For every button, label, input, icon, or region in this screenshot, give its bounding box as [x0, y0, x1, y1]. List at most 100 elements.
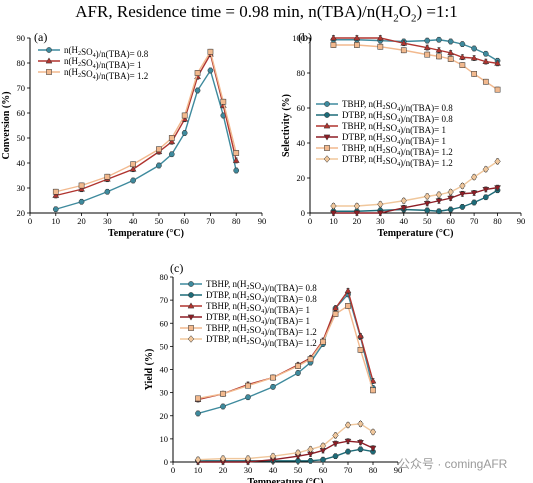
chart-panel-b: 0 10 20 30 40 50 60 70 80 90 0 20 40 60 80 100 Temperatu…	[281, 30, 525, 239]
legend-marker	[187, 314, 195, 321]
legend-marker	[45, 57, 53, 64]
data-point	[244, 454, 252, 463]
y-tick-label: 30	[160, 388, 169, 398]
y-tick-label: 40	[17, 158, 26, 168]
data-point	[78, 185, 85, 192]
legend-label: DTBP, n(H2SO4)/n(TBA)= 1.2	[206, 334, 317, 348]
legend-label: n(H2SO4)/n(TBA)= 1.2	[64, 67, 148, 81]
data-point	[400, 47, 407, 54]
legend-marker	[323, 122, 331, 129]
legend-label: n(H2SO4)/n(TBA)= 1	[64, 56, 141, 70]
data-point	[424, 192, 431, 201]
data-point	[220, 403, 226, 410]
legend: TBHP, n(H2SO4)/n(TBA)= 0.8 DTBP, n(H2SO4)…	[180, 279, 317, 348]
data-point	[470, 54, 478, 61]
y-tick-label: 50	[160, 341, 169, 351]
x-tick-label: 20	[219, 465, 228, 475]
data-point	[78, 198, 85, 205]
data-point	[459, 62, 466, 68]
x-tick-label: 40	[269, 465, 278, 475]
series	[330, 42, 501, 93]
data-point	[307, 457, 314, 464]
data-point	[494, 86, 501, 93]
y-tick-label: 60	[160, 318, 169, 328]
y-tick-label: 40	[297, 138, 306, 148]
data-point	[104, 173, 111, 180]
data-point	[353, 202, 361, 210]
data-point	[307, 445, 314, 454]
y-axis-title: Selectivity (%)	[281, 94, 292, 157]
data-point	[482, 187, 490, 193]
data-point	[233, 150, 240, 156]
y-tick-label: 90	[17, 33, 26, 43]
legend-label: DTBP, n(H2SO4)/n(TBA)= 1.2	[342, 154, 453, 168]
data-point	[78, 182, 85, 189]
y-tick-label: 70	[17, 83, 26, 93]
data-point	[376, 34, 384, 41]
data-point	[332, 431, 339, 440]
legend-marker	[324, 112, 330, 118]
data-point	[104, 188, 111, 195]
data-point	[435, 190, 443, 199]
figure-title: AFR, Residence time = 0.98 min, n(TBA)/n…	[75, 2, 458, 25]
data-point	[207, 48, 214, 55]
data-point	[357, 332, 364, 339]
data-point	[376, 210, 384, 217]
data-point	[295, 370, 301, 376]
x-tick-label: 10	[52, 216, 61, 226]
data-point	[130, 161, 136, 168]
data-point	[494, 59, 501, 66]
x-tick-label: 30	[244, 465, 253, 475]
legend-marker	[187, 302, 195, 309]
data-point	[345, 448, 351, 455]
data-point	[344, 287, 352, 294]
data-point	[400, 205, 408, 212]
x-tick-label: 60	[319, 465, 328, 475]
data-point	[482, 58, 490, 64]
data-point	[482, 78, 489, 85]
x-tick-label: 70	[206, 216, 215, 226]
data-point	[233, 167, 240, 174]
data-point	[156, 146, 162, 153]
data-point	[156, 162, 162, 169]
data-point	[400, 196, 407, 205]
data-point	[424, 37, 431, 44]
panel-label: (a)	[34, 30, 47, 44]
data-point	[369, 428, 377, 436]
data-point	[344, 438, 352, 445]
y-tick-label: 40	[160, 365, 169, 375]
legend-label: TBHP, n(H2SO4)/n(TBA)= 0.8	[206, 279, 317, 293]
y-tick-label: 60	[17, 108, 26, 118]
y-tick-label: 10	[160, 434, 169, 444]
data-point	[482, 194, 489, 201]
data-point	[220, 390, 226, 397]
y-tick-label: 30	[17, 183, 26, 193]
data-point	[458, 191, 466, 198]
x-tick-label: 70	[470, 216, 479, 226]
legend-label: DTBP, n(H2SO4)/n(TBA)= 1	[206, 312, 310, 326]
data-point	[320, 456, 326, 463]
data-point	[52, 188, 59, 195]
data-point	[330, 202, 337, 210]
x-tick-label: 60	[446, 216, 455, 226]
data-point	[459, 41, 466, 47]
y-tick-label: 80	[17, 58, 26, 68]
y-tick-label: 70	[160, 295, 169, 305]
y-tick-label: 80	[297, 68, 306, 78]
x-tick-label: 90	[517, 216, 526, 226]
y-tick-label: 0	[301, 208, 305, 218]
series	[330, 157, 501, 210]
data-point	[319, 442, 327, 450]
data-point	[447, 195, 455, 202]
data-point	[353, 210, 361, 217]
legend-label: TBHP, n(H2SO4)/n(TBA)= 1	[206, 301, 310, 315]
data-point	[436, 53, 442, 60]
legend-marker	[188, 325, 194, 331]
y-axis-title: Conversion (%)	[1, 91, 12, 159]
data-point	[400, 39, 408, 46]
x-tick-label: 50	[423, 216, 432, 226]
data-point	[207, 67, 214, 74]
data-point	[471, 71, 477, 77]
x-tick-label: 30	[376, 216, 385, 226]
